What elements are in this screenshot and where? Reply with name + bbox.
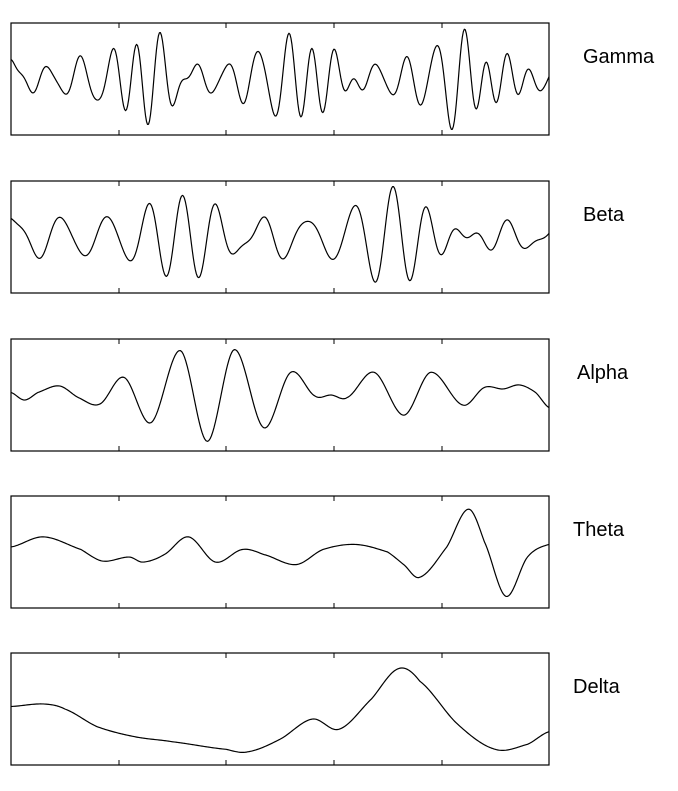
panel-frame <box>10 495 550 609</box>
series-line-delta <box>10 667 550 753</box>
panels-group: Gamma Beta Alpha Theta Delta <box>10 22 655 766</box>
panel-beta: Beta <box>10 180 625 294</box>
band-label-gamma: Gamma <box>583 46 655 68</box>
panel-delta: Delta <box>10 652 621 766</box>
panel-theta: Theta <box>10 495 625 609</box>
series-line-theta <box>10 508 550 598</box>
series-line-gamma <box>10 28 550 130</box>
panel-alpha: Alpha <box>10 338 629 452</box>
panel-frame <box>10 338 550 452</box>
band-label-alpha: Alpha <box>577 362 629 384</box>
panel-frame <box>10 652 550 766</box>
panel-frame <box>10 180 550 294</box>
panel-gamma: Gamma <box>10 22 655 136</box>
band-label-beta: Beta <box>583 204 625 226</box>
panel-frame <box>10 22 550 136</box>
series-line-beta <box>10 186 550 283</box>
series-line-alpha <box>10 349 550 442</box>
band-label-theta: Theta <box>573 519 625 541</box>
band-label-delta: Delta <box>573 676 621 698</box>
